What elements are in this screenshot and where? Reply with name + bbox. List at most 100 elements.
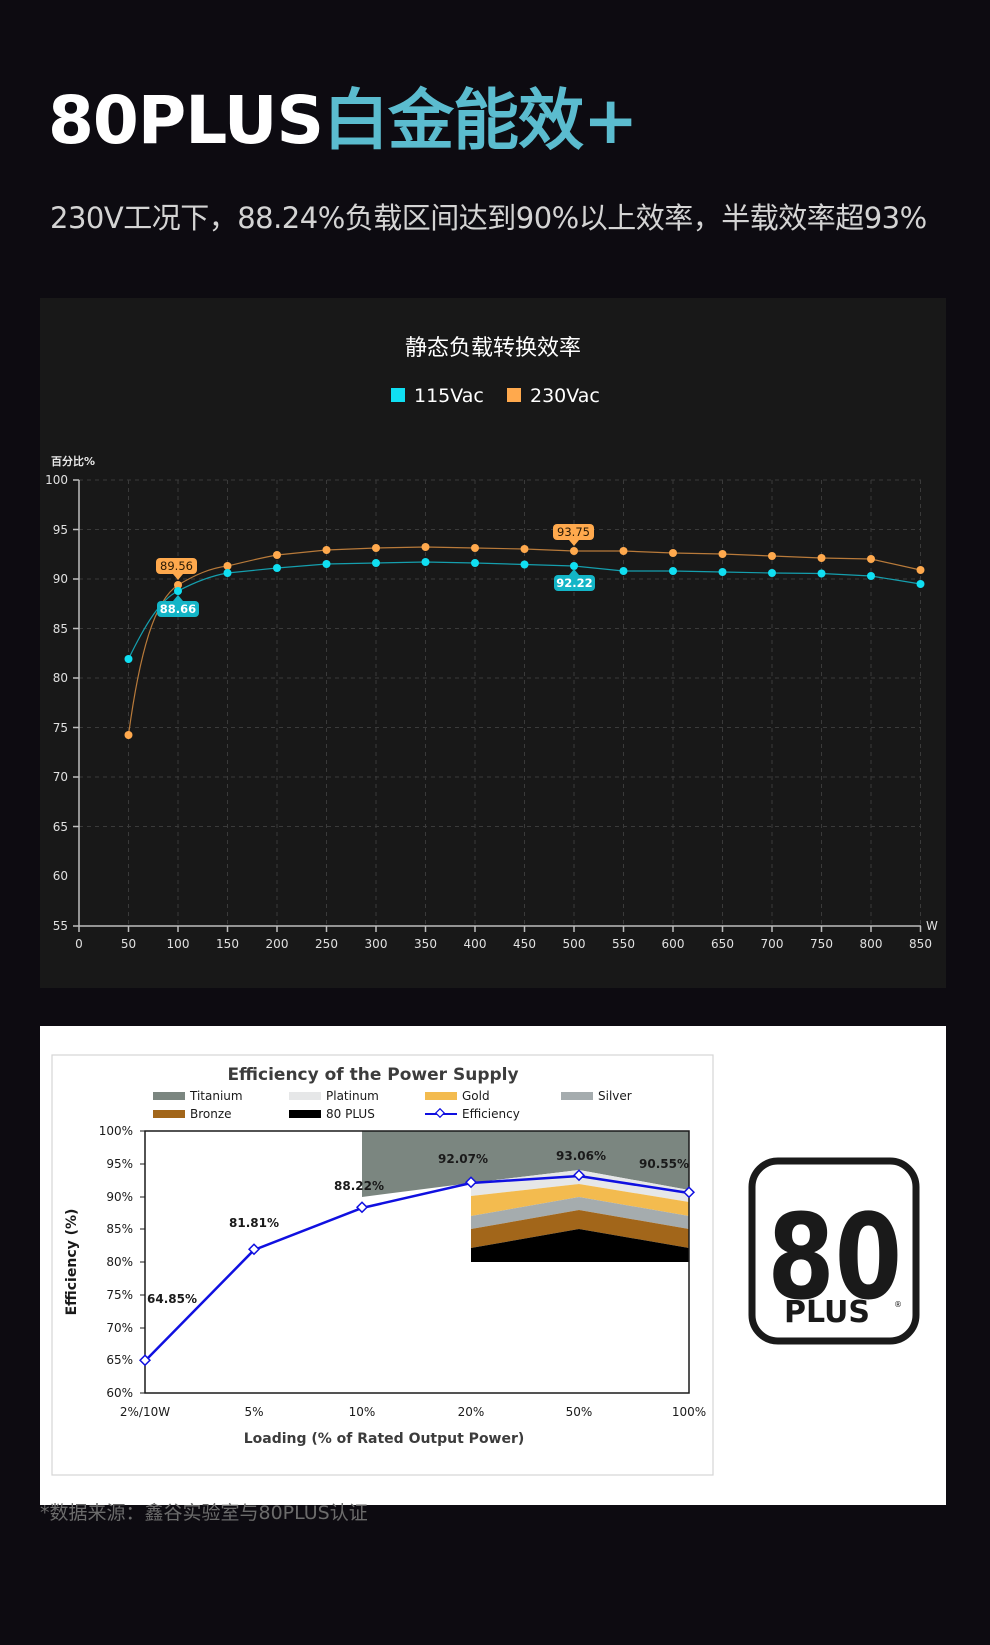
legend-swatch-bronze	[153, 1110, 185, 1118]
svg-text:93.75: 93.75	[557, 525, 590, 539]
axes	[73, 479, 922, 932]
svg-text:55: 55	[53, 919, 68, 933]
svg-text:300: 300	[365, 937, 388, 951]
svg-text:80: 80	[53, 671, 68, 685]
svg-text:81.81%: 81.81%	[229, 1216, 279, 1230]
svg-text:65: 65	[53, 820, 68, 834]
svg-text:100: 100	[45, 473, 68, 487]
svg-text:Efficiency: Efficiency	[462, 1107, 520, 1121]
chart2-title: Efficiency of the Power Supply	[227, 1065, 518, 1085]
svg-text:5%: 5%	[244, 1405, 263, 1419]
svg-text:20%: 20%	[458, 1405, 485, 1419]
svg-text:2%/10W: 2%/10W	[120, 1405, 170, 1419]
data-source-note: *数据来源：鑫谷实验室与80PLUS认证	[40, 1502, 368, 1524]
svg-text:650: 650	[711, 937, 734, 951]
gridlines	[79, 479, 921, 926]
svg-text:Bronze: Bronze	[190, 1107, 232, 1121]
svg-text:75%: 75%	[106, 1288, 133, 1302]
svg-text:500: 500	[563, 937, 586, 951]
svg-text:850: 850	[909, 937, 932, 951]
svg-text:60: 60	[53, 869, 68, 883]
80plus-efficiency-panel: Efficiency of the Power Supply Titanium …	[40, 1026, 946, 1505]
chart2-x-axis-label: Loading (% of Rated Output Power)	[244, 1431, 525, 1447]
data-label-230vac-500w: 93.75	[553, 524, 594, 546]
legend-230vac[interactable]: 230Vac	[507, 385, 600, 407]
efficiency-point-labels: 64.85% 81.81% 88.22% 92.07% 93.06% 90.55…	[147, 1149, 689, 1306]
registered-mark: ®	[894, 1300, 902, 1309]
svg-text:89.56: 89.56	[160, 559, 193, 573]
data-label-230vac-100w: 89.56	[156, 558, 197, 580]
page-title: 80PLUS白金能效+	[48, 80, 638, 162]
svg-text:65%: 65%	[106, 1353, 133, 1367]
legend-swatch-gold	[425, 1092, 457, 1100]
efficiency-line	[144, 1174, 690, 1362]
svg-text:700: 700	[761, 937, 784, 951]
series-points-230vac	[124, 543, 925, 739]
logo-number: 80	[767, 1190, 902, 1327]
svg-text:200: 200	[266, 937, 289, 951]
svg-text:100: 100	[167, 937, 190, 951]
svg-text:70: 70	[53, 770, 68, 784]
svg-text:95: 95	[53, 523, 68, 537]
efficiency-points	[138, 1169, 696, 1367]
svg-text:75: 75	[53, 721, 68, 735]
svg-text:92.22: 92.22	[556, 576, 592, 590]
legend-swatch-230vac	[507, 388, 521, 402]
data-label-115vac-100w: 88.66	[157, 595, 199, 617]
band-titanium	[362, 1131, 689, 1197]
svg-text:Gold: Gold	[462, 1089, 490, 1103]
svg-text:90: 90	[53, 572, 68, 586]
legend-swatch-80plus	[289, 1110, 321, 1118]
svg-text:Silver: Silver	[598, 1089, 632, 1103]
data-label-115vac-500w: 92.22	[554, 569, 595, 591]
svg-text:800: 800	[860, 937, 883, 951]
svg-text:85: 85	[53, 622, 68, 636]
svg-text:80 PLUS: 80 PLUS	[326, 1107, 375, 1121]
svg-text:50: 50	[121, 937, 136, 951]
title-accent: 白金能效+	[323, 82, 638, 159]
legend-label-230vac: 230Vac	[530, 385, 600, 407]
band-bronze	[471, 1210, 689, 1248]
series-points-115vac	[124, 558, 925, 663]
band-silver	[471, 1197, 689, 1229]
svg-text:600: 600	[662, 937, 685, 951]
svg-text:Titanium: Titanium	[189, 1089, 243, 1103]
static-efficiency-chart-panel: 静态负载转换效率 115Vac 230Vac 百分比%	[40, 298, 946, 988]
legend-swatch-platinum	[289, 1092, 321, 1100]
svg-text:88.66: 88.66	[160, 602, 196, 616]
svg-text:93.06%: 93.06%	[556, 1149, 606, 1163]
svg-text:350: 350	[414, 937, 437, 951]
legend-swatch-115vac	[391, 388, 405, 402]
svg-text:70%: 70%	[106, 1321, 133, 1335]
legend-label-115vac: 115Vac	[414, 385, 484, 407]
svg-text:100%: 100%	[99, 1124, 133, 1138]
svg-text:60%: 60%	[106, 1386, 133, 1400]
svg-text:80%: 80%	[106, 1255, 133, 1269]
svg-text:400: 400	[464, 937, 487, 951]
svg-text:90.55%: 90.55%	[639, 1157, 689, 1171]
svg-text:450: 450	[513, 937, 536, 951]
svg-text:750: 750	[810, 937, 833, 951]
svg-text:10%: 10%	[349, 1405, 376, 1419]
svg-text:150: 150	[216, 937, 239, 951]
band-platinum	[471, 1170, 689, 1202]
svg-text:64.85%: 64.85%	[147, 1292, 197, 1306]
svg-text:92.07%: 92.07%	[438, 1152, 488, 1166]
efficiency-of-power-supply-chart: Efficiency of the Power Supply Titanium …	[51, 1054, 920, 1476]
x-tick-labels: 0 50 100 150 200 250 300 350 400 450 500…	[75, 937, 932, 951]
chart-frame	[51, 1054, 714, 1476]
legend-swatch-silver	[561, 1092, 593, 1100]
chart2-y-axis-label: Efficiency (%)	[64, 1209, 80, 1316]
x-axis-unit: W	[926, 919, 938, 933]
svg-text:100%: 100%	[672, 1405, 706, 1419]
legend-115vac[interactable]: 115Vac	[391, 385, 484, 407]
logo-word: PLUS	[784, 1295, 870, 1330]
legend-swatch-titanium	[153, 1092, 185, 1100]
chart2-y-tick-labels: 100% 95% 90% 85% 80% 75% 70% 65% 60%	[99, 1124, 133, 1400]
svg-text:85%: 85%	[106, 1222, 133, 1236]
static-efficiency-chart: 静态负载转换效率 115Vac 230Vac 百分比%	[45, 336, 938, 951]
certification-bands	[362, 1131, 689, 1262]
svg-text:90%: 90%	[106, 1190, 133, 1204]
y-axis-label: 百分比%	[51, 454, 95, 468]
svg-text:Platinum: Platinum	[326, 1089, 379, 1103]
